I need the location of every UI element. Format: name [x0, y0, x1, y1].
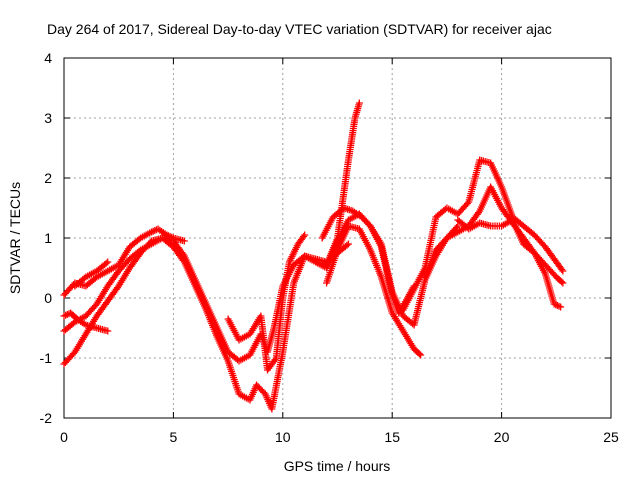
data-point: [104, 258, 112, 266]
data-point: [301, 231, 309, 239]
data-point: [102, 259, 110, 267]
data-point: [149, 227, 157, 235]
x-tick-label: 10: [275, 429, 291, 445]
data-point: [559, 279, 567, 287]
x-tick-label: 25: [603, 429, 619, 445]
data-point: [104, 327, 112, 335]
y-tick-label: -1: [40, 350, 53, 366]
x-tick-label: 15: [384, 429, 400, 445]
y-tick-label: -2: [40, 410, 53, 426]
series-track-2: [60, 234, 352, 365]
data-point: [550, 300, 558, 308]
data-point: [558, 278, 566, 286]
data-point: [558, 266, 566, 273]
x-tick-label: 0: [60, 429, 68, 445]
series-track-12: [454, 216, 565, 311]
axis-ticks: 0 5 10 15 20 25 -2 -1 0 1 2 3 4: [40, 50, 619, 445]
data-point: [555, 302, 563, 310]
y-tick-label: 1: [44, 230, 52, 246]
x-axis-label: GPS time / hours: [284, 458, 391, 474]
y-tick-label: 3: [44, 110, 52, 126]
data-point: [62, 311, 70, 319]
data-point: [553, 302, 561, 309]
data-point: [415, 350, 423, 358]
data-point: [343, 241, 351, 249]
x-tick-label: 5: [170, 429, 178, 445]
y-tick-label: 2: [44, 170, 52, 186]
series-track-10: [399, 156, 567, 314]
data-point: [475, 209, 483, 217]
data-point: [60, 312, 68, 320]
series-track-6: [224, 231, 309, 374]
series-track-1: [60, 225, 188, 299]
data-points: [60, 99, 567, 413]
series-track-8: [323, 222, 425, 359]
data-point: [463, 200, 471, 207]
y-tick-label: 0: [44, 290, 52, 306]
data-point: [300, 233, 308, 240]
series-track-4: [60, 309, 112, 335]
data-point: [417, 351, 425, 359]
data-point: [344, 240, 352, 248]
data-point: [559, 267, 567, 275]
data-point: [179, 256, 187, 264]
data-point: [180, 237, 188, 245]
data-point: [454, 222, 462, 230]
y-tick-label: 4: [44, 50, 52, 66]
series-track-5: [71, 258, 112, 290]
chart-title: Day 264 of 2017, Sidereal Day-to-day VTE…: [47, 21, 552, 37]
data-point: [148, 228, 156, 236]
data-point: [557, 303, 565, 311]
x-tick-label: 20: [494, 429, 510, 445]
data-point: [552, 301, 560, 309]
y-axis-label: SDTVAR / TECUs: [7, 182, 23, 294]
data-point: [355, 99, 363, 107]
series-track-9: [318, 204, 462, 329]
